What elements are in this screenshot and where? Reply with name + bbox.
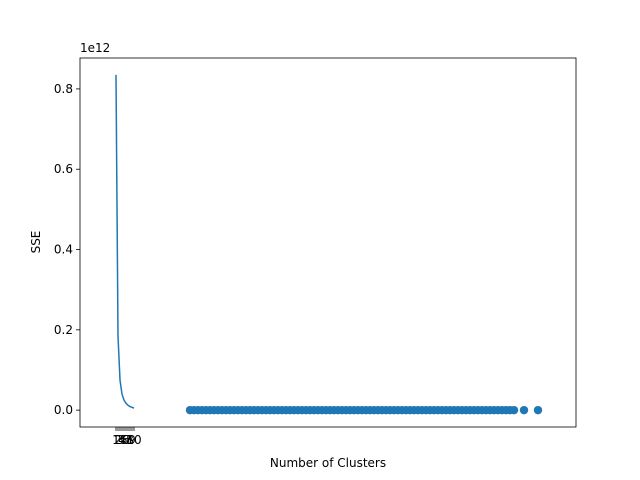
scatter-point <box>519 405 529 415</box>
scatter-point <box>533 405 543 415</box>
x-tick-label: 6 <box>122 433 130 447</box>
y-scale-label: 1e12 <box>80 41 110 55</box>
y-tick-label: 0.0 <box>54 403 73 417</box>
y-tick-label: 0.8 <box>54 82 73 96</box>
scatter-point <box>509 405 519 415</box>
x-tick-label: 7 <box>124 433 132 447</box>
y-tick-label: 0.4 <box>54 243 73 257</box>
x-tick-label: 4 <box>118 433 126 447</box>
x-tick-label: 8 <box>126 433 134 447</box>
y-tick-label: 0.2 <box>54 323 73 337</box>
x-tick-label: 9 <box>128 433 136 447</box>
sse-line <box>115 74 135 409</box>
x-tick-label: 5 <box>120 433 128 447</box>
y-axis-label: SSE <box>29 231 43 254</box>
scatter-layer <box>185 405 543 415</box>
plot-background <box>80 58 576 427</box>
x-tick-label: 3 <box>116 433 124 447</box>
x-tick-label: 10 <box>126 433 141 447</box>
axes-frame <box>79 57 577 428</box>
plot-area <box>80 58 576 427</box>
x-axis-label: Number of Clusters <box>270 456 386 470</box>
y-tick-label: 0.6 <box>54 162 73 176</box>
x-tick-label: 1 <box>112 433 120 447</box>
x-tick-label: 2 <box>114 433 122 447</box>
line-layer <box>115 74 135 409</box>
